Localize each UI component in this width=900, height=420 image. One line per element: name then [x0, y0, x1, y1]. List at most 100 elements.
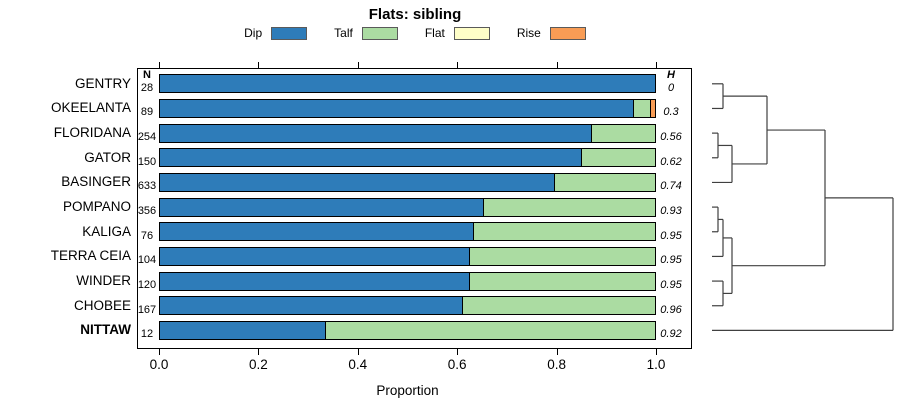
bar-segment-dip	[160, 223, 473, 241]
category-label: WINDER	[76, 273, 131, 289]
category-label: OKEELANTA	[50, 100, 131, 116]
x-axis-tick-bottom	[457, 349, 459, 355]
n-value: 28	[140, 81, 154, 94]
category-label: KALIGA	[82, 223, 131, 239]
bar-segment-talf	[469, 247, 655, 265]
legend-label: Flat	[424, 26, 445, 40]
category-label: NITTAW	[80, 322, 131, 338]
x-axis-tick-bottom	[656, 349, 657, 355]
x-axis-title: Proportion	[376, 383, 439, 398]
n-column-header: N	[143, 69, 151, 81]
h-value: 0	[667, 81, 675, 94]
x-axis-tick-bottom	[159, 349, 160, 355]
legend-swatch-rise	[549, 26, 586, 40]
legend-label: Rise	[516, 26, 541, 40]
h-column-header: H	[667, 69, 675, 81]
legend-item-rise: Rise	[517, 26, 586, 40]
x-axis-tick-top	[258, 62, 260, 68]
x-axis-tick-bottom	[258, 349, 260, 355]
bar-segment-dip	[160, 272, 470, 290]
n-value: 167	[137, 303, 157, 316]
legend-item-flat: Flat	[425, 26, 490, 40]
bar-segment-talf	[461, 297, 655, 315]
bar-segment-dip	[160, 124, 591, 142]
legend-item-dip: Dip	[244, 26, 308, 40]
category-label: CHOBEE	[73, 297, 131, 313]
category-label: BASINGER	[61, 174, 131, 190]
bar-segment-dip	[160, 321, 325, 339]
stacked-bar-row	[159, 74, 656, 94]
stacked-bar-row	[159, 98, 656, 118]
bar-segment-talf	[324, 321, 655, 339]
stacked-bar-row	[159, 172, 656, 192]
h-value: 0.95	[660, 279, 682, 292]
bar-segment-talf	[469, 272, 655, 290]
n-value: 633	[137, 180, 157, 193]
bar-segment-dip	[160, 198, 483, 216]
bar-segment-dip	[160, 99, 633, 117]
x-axis-tick-label: 1.0	[646, 357, 666, 372]
legend-swatch-flat	[453, 26, 490, 40]
x-axis-tick-label: 0.2	[249, 357, 268, 372]
stacked-bar-row	[159, 246, 656, 266]
x-axis-tick-label: 0.6	[447, 357, 467, 372]
chart-title: Flats: sibling	[368, 6, 462, 23]
bar-segment-talf	[632, 99, 650, 117]
h-value: 0.62	[660, 155, 682, 168]
n-value: 150	[137, 155, 157, 168]
x-axis-tick-top	[656, 62, 657, 68]
stacked-bar-row	[159, 148, 656, 168]
legend-label: Dip	[244, 26, 263, 40]
stacked-bar-row	[159, 197, 656, 217]
h-value: 0.93	[660, 205, 682, 218]
n-value: 12	[140, 328, 154, 341]
category-label: POMPANO	[62, 199, 131, 215]
category-label: GATOR	[84, 149, 131, 165]
x-axis-tick-top	[457, 62, 459, 68]
x-axis-tick-top	[159, 62, 160, 68]
bar-segment-dip	[160, 297, 462, 315]
bar-segment-talf	[553, 173, 655, 191]
n-value: 254	[137, 131, 157, 144]
bar-segment-talf	[472, 223, 655, 241]
n-value: 104	[137, 254, 157, 267]
x-axis-tick-bottom	[357, 349, 359, 355]
bar-segment-rise	[649, 99, 655, 117]
x-axis-tick-label: 0.8	[547, 357, 566, 372]
x-axis-tick-bottom	[556, 349, 558, 355]
stacked-bar-row	[159, 320, 656, 340]
category-label: FLORIDANA	[53, 125, 131, 141]
bar-segment-talf	[580, 149, 655, 167]
x-axis-tick-top	[357, 62, 359, 68]
n-value: 76	[140, 229, 154, 242]
legend-swatch-talf	[361, 26, 398, 40]
h-value: 0.95	[660, 229, 682, 242]
category-label: TERRA CEIA	[50, 248, 131, 264]
x-axis-tick-label: 0.0	[149, 357, 169, 372]
stacked-bar-row	[159, 296, 656, 316]
legend-swatch-dip	[271, 26, 308, 40]
h-value: 0.56	[660, 131, 682, 144]
legend-item-talf: Talf	[334, 26, 398, 40]
h-value: 0.74	[660, 180, 682, 193]
legend-label: Talf	[334, 26, 353, 40]
stacked-bar-row	[159, 271, 656, 291]
h-value: 0.96	[660, 303, 682, 316]
x-axis-tick-top	[556, 62, 558, 68]
stacked-bar-row	[159, 222, 656, 242]
n-value: 89	[140, 106, 154, 119]
h-value: 0.92	[660, 328, 682, 341]
bar-segment-talf	[590, 124, 655, 142]
bar-segment-dip	[160, 75, 655, 93]
bar-segment-dip	[160, 247, 470, 265]
n-value: 120	[137, 279, 157, 292]
legend: Dip Talf Flat Rise	[138, 26, 692, 40]
x-axis-tick-label: 0.4	[348, 357, 368, 372]
n-value: 356	[137, 205, 157, 218]
h-value: 0.3	[663, 106, 679, 119]
bar-segment-talf	[482, 198, 655, 216]
bar-segment-dip	[160, 173, 554, 191]
stacked-bar-row	[159, 123, 656, 143]
h-value: 0.95	[660, 254, 682, 267]
